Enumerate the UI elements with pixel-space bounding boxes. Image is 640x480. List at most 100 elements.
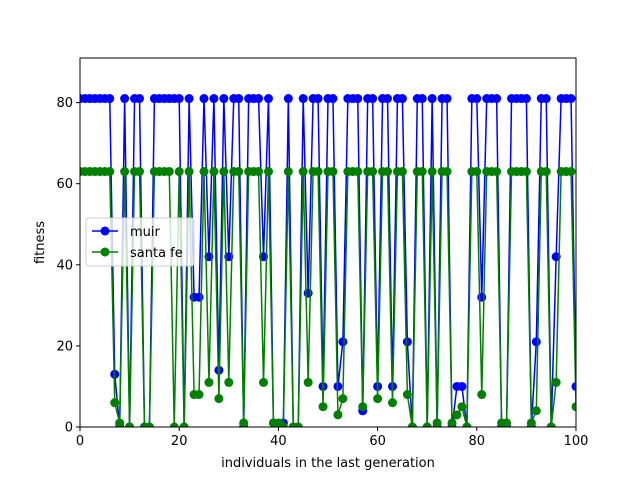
data-point-santa-fe-65 (397, 167, 407, 177)
data-point-santa-fe-59 (368, 167, 378, 177)
data-point-muir-90 (521, 94, 531, 104)
data-point-santa-fe-57 (358, 402, 368, 412)
data-point-santa-fe-27 (209, 167, 219, 177)
data-point-santa-fe-92 (531, 406, 541, 416)
data-point-muir-84 (492, 94, 502, 104)
y-tick-label-0: 0 (65, 421, 73, 436)
data-point-santa-fe-80 (472, 167, 482, 177)
data-point-santa-fe-77 (457, 402, 467, 412)
data-point-santa-fe-19 (169, 422, 179, 427)
data-point-muir-9 (120, 94, 130, 104)
data-point-santa-fe-91 (526, 418, 536, 427)
y-tick-label-60: 60 (56, 177, 73, 192)
data-point-santa-fe-32 (234, 167, 244, 177)
data-point-santa-fe-33 (239, 418, 249, 427)
y-axis-label: fitness (33, 221, 48, 264)
y-tick-label-20: 20 (56, 339, 73, 354)
data-point-santa-fe-76 (452, 410, 462, 420)
data-point-santa-fe-12 (135, 167, 145, 177)
data-point-muir-99 (566, 94, 576, 104)
y-tick-label-40: 40 (56, 258, 73, 273)
data-point-santa-fe-53 (338, 394, 348, 404)
data-point-santa-fe-42 (283, 167, 293, 177)
legend-swatch-marker-santa-fe (100, 247, 110, 257)
data-point-santa-fe-75 (447, 418, 457, 427)
data-point-santa-fe-66 (402, 390, 412, 400)
x-tick-label-20: 20 (171, 434, 188, 449)
data-point-muir-56 (353, 94, 363, 104)
data-point-santa-fe-37 (259, 377, 269, 387)
data-point-muir-38 (263, 94, 273, 104)
data-point-santa-fe-74 (442, 167, 452, 177)
data-point-santa-fe-99 (566, 167, 576, 177)
data-point-santa-fe-7 (110, 398, 120, 408)
data-point-santa-fe-96 (551, 377, 561, 387)
data-point-santa-fe-52 (333, 410, 343, 420)
data-point-muir-48 (313, 94, 323, 104)
data-point-santa-fe-44 (293, 422, 303, 427)
data-point-santa-fe-67 (407, 422, 417, 427)
data-point-santa-fe-78 (462, 422, 472, 427)
data-point-santa-fe-25 (199, 167, 209, 177)
data-point-santa-fe-94 (541, 167, 551, 177)
data-point-muir-20 (174, 94, 184, 104)
data-point-muir-36 (254, 94, 264, 104)
data-point-santa-fe-6 (105, 167, 115, 177)
data-point-santa-fe-90 (521, 167, 531, 177)
data-point-muir-42 (283, 94, 293, 104)
data-point-muir-22 (184, 94, 194, 104)
data-point-santa-fe-51 (328, 167, 338, 177)
plot-frame (79, 57, 577, 428)
data-point-santa-fe-49 (318, 402, 328, 412)
data-point-muir-45 (298, 94, 308, 104)
x-tick-label-0: 0 (76, 434, 84, 449)
data-point-santa-fe-46 (303, 377, 313, 387)
x-tick-label-40: 40 (270, 434, 287, 449)
data-point-muir-81 (477, 292, 487, 302)
x-ticks: 0 20 40 60 80 100 (76, 427, 589, 449)
data-point-santa-fe-60 (373, 394, 383, 404)
data-point-santa-fe-72 (432, 418, 442, 427)
y-ticks: 0 20 40 60 80 (56, 96, 80, 436)
data-point-muir-32 (234, 94, 244, 104)
data-point-santa-fe-41 (278, 422, 288, 427)
data-point-santa-fe-95 (546, 422, 556, 427)
data-point-santa-fe-30 (224, 377, 234, 387)
data-point-santa-fe-63 (387, 398, 397, 408)
data-point-muir-59 (368, 94, 378, 104)
data-point-santa-fe-36 (254, 167, 264, 177)
x-axis-label: individuals in the last generation (221, 456, 435, 471)
y-tick-label-80: 80 (56, 96, 73, 111)
legend-label-muir: muir (130, 225, 161, 240)
data-point-muir-69 (417, 94, 427, 104)
data-point-santa-fe-22 (184, 167, 194, 177)
data-point-muir-6 (105, 94, 115, 104)
x-tick-label-80: 80 (469, 434, 486, 449)
data-point-muir-80 (472, 94, 482, 104)
x-tick-label-100: 100 (564, 434, 589, 449)
data-point-muir-46 (303, 288, 313, 298)
x-tick-label-60: 60 (369, 434, 386, 449)
data-point-santa-fe-84 (492, 167, 502, 177)
data-point-muir-77 (457, 381, 467, 391)
data-point-santa-fe-71 (427, 167, 437, 177)
series-layer (80, 94, 576, 427)
data-point-muir-51 (328, 94, 338, 104)
data-point-santa-fe-10 (125, 422, 135, 427)
legend: muir santa fe (85, 217, 195, 267)
data-point-santa-fe-9 (120, 167, 130, 177)
legend-swatch-marker-muir (100, 226, 110, 236)
data-point-muir-65 (397, 94, 407, 104)
data-point-santa-fe-18 (164, 167, 174, 177)
data-point-muir-25 (199, 94, 209, 104)
data-point-santa-fe-26 (204, 377, 214, 387)
data-point-muir-94 (541, 94, 551, 104)
data-point-santa-fe-48 (313, 167, 323, 177)
data-point-santa-fe-8 (115, 418, 125, 427)
data-point-santa-fe-100 (571, 402, 576, 412)
data-point-santa-fe-86 (502, 418, 512, 427)
data-point-santa-fe-62 (383, 167, 393, 177)
data-point-santa-fe-24 (194, 390, 204, 400)
data-point-santa-fe-69 (417, 167, 427, 177)
